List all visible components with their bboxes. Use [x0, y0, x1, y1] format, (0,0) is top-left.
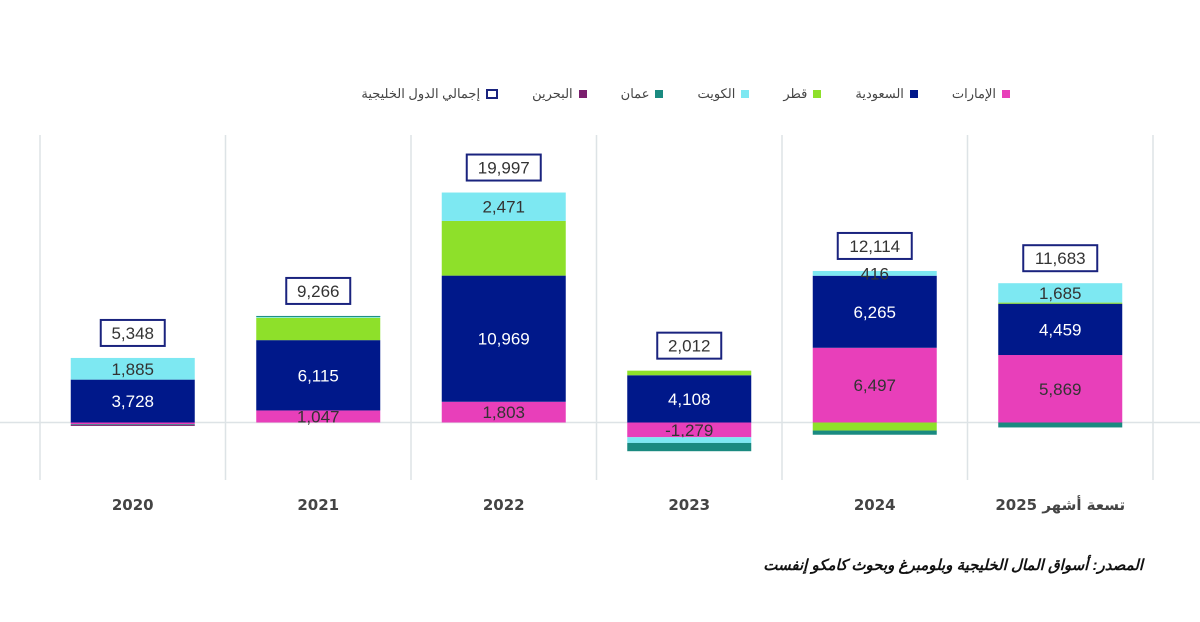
legend-swatch	[909, 90, 918, 98]
legend-label: السعودية	[855, 86, 904, 101]
total-label: 19,997	[478, 159, 530, 178]
total-box	[836, 231, 913, 260]
bar-segment	[998, 302, 1123, 304]
x-tick-label: 2024	[854, 496, 896, 514]
bar-segment	[441, 275, 566, 402]
legend-swatch	[813, 90, 822, 98]
legend-item: السعودية	[855, 86, 918, 102]
bar-segment	[256, 410, 381, 423]
bar-segment	[441, 401, 566, 423]
x-tick-label: 2020	[112, 496, 154, 514]
legend-item: البحرين	[532, 86, 587, 102]
bar-segment	[256, 316, 381, 318]
legend-swatch	[578, 90, 587, 98]
data-label: 4,459	[1039, 320, 1082, 339]
legend-swatch	[655, 90, 664, 98]
bar-segment	[256, 317, 381, 341]
legend-item: الكويت	[697, 86, 750, 102]
data-label: 2,471	[482, 198, 525, 217]
data-label: 1,047	[297, 407, 340, 426]
legend-swatch	[486, 89, 499, 99]
bar-segment	[812, 275, 937, 348]
data-label: 6,115	[298, 366, 339, 385]
legend-label: البحرين	[532, 86, 573, 101]
total-label: 9,266	[297, 282, 340, 301]
total-box	[1022, 244, 1099, 273]
x-tick-label: 2021	[297, 496, 339, 514]
legend-swatch	[1002, 90, 1010, 98]
bar-segment	[812, 270, 937, 276]
bar-segment	[70, 422, 195, 425]
total-box	[285, 276, 352, 305]
legend-label: عمان	[620, 86, 650, 101]
legend-label: إجمالي الدول الخليجية	[361, 86, 481, 101]
bar-segment	[812, 422, 937, 431]
legend-label: قطر	[783, 86, 808, 101]
data-label: 6,265	[853, 303, 896, 322]
data-label: 1,885	[111, 360, 154, 379]
bar-segment	[812, 430, 937, 435]
chart-legend: إجمالي الدول الخليجية البحرين عمان الكويت قط…	[361, 86, 1010, 102]
data-label: 4,108	[668, 390, 711, 409]
legend-swatch	[741, 90, 750, 98]
bar-segment	[812, 347, 937, 423]
data-label: 10,969	[478, 330, 530, 349]
bar-segment	[998, 422, 1123, 428]
bar-segment	[256, 340, 381, 411]
bar-segment	[998, 283, 1123, 303]
data-label: 416	[861, 264, 889, 283]
data-label: 5,869	[1039, 380, 1082, 399]
bar-segment	[441, 192, 566, 221]
bar-segment	[70, 379, 195, 423]
x-tick-label: تسعة أشهر 2025	[995, 495, 1125, 514]
bar-segment	[627, 442, 752, 452]
bar-segment	[256, 315, 381, 317]
data-label: 1,685	[1039, 284, 1082, 303]
bar-segment	[627, 370, 752, 376]
legend-label: الإمارات	[951, 86, 996, 101]
bar-segment	[627, 375, 752, 423]
total-label: 11,683	[1035, 249, 1086, 268]
bar-segment	[441, 220, 566, 276]
legend-item: إجمالي الدول الخليجية	[361, 86, 499, 102]
bar-segment	[998, 303, 1123, 356]
legend-item: الإمارات	[952, 86, 1010, 102]
bar-segment	[70, 424, 195, 426]
legend-item: عمان	[621, 86, 664, 102]
total-label: 12,114	[849, 237, 900, 256]
source-note: المصدر: أسواق المال الخليجية وبلومبرغ وب…	[763, 557, 1143, 574]
total-box	[656, 331, 723, 360]
total-label: 5,348	[111, 324, 154, 343]
bar-segment	[70, 357, 195, 380]
bar-segment	[627, 437, 752, 443]
data-label: 6,497	[853, 376, 896, 395]
x-tick-label: 2022	[483, 496, 525, 514]
legend-item: قطر	[783, 86, 822, 102]
bar-segment	[70, 424, 195, 426]
x-tick-label: 2023	[668, 496, 710, 514]
total-box	[99, 318, 166, 347]
bar-segment	[998, 355, 1123, 423]
data-label: -1,279	[665, 421, 713, 440]
data-label: 3,728	[111, 392, 154, 411]
legend-label: الكويت	[697, 86, 736, 101]
data-label: 1,803	[482, 403, 525, 422]
bar-segment	[627, 422, 752, 438]
total-box	[465, 153, 542, 182]
total-label: 2,012	[668, 337, 711, 356]
